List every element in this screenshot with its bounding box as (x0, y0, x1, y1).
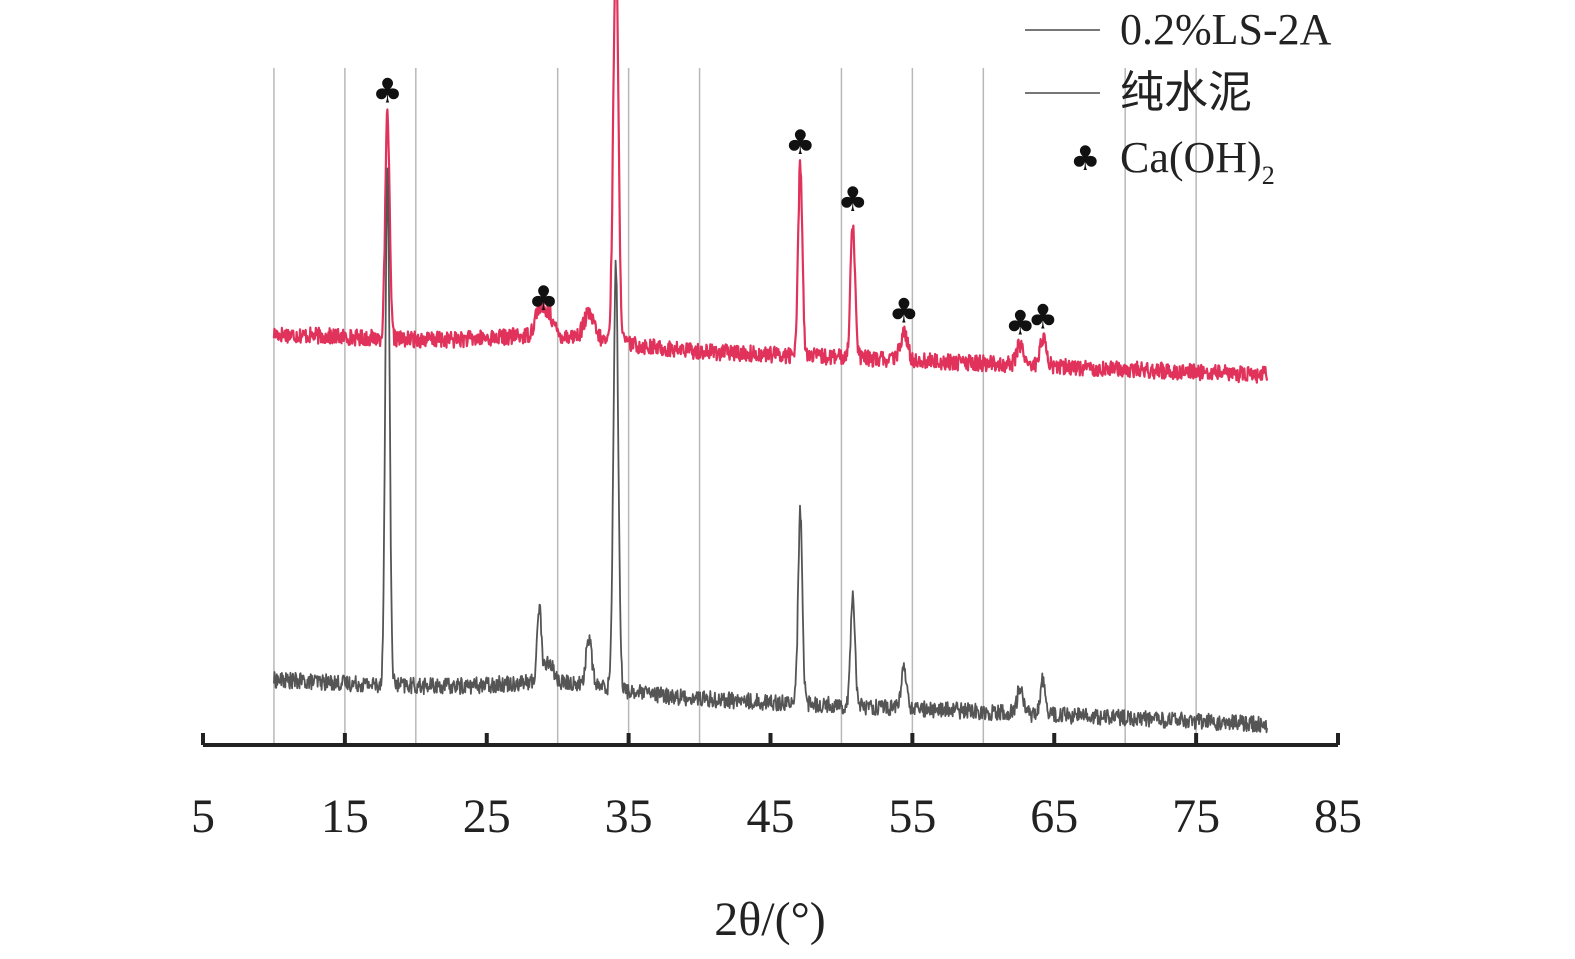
peak-annotations: ♣♣♣♣♣♣♣♣ (372, 72, 1058, 344)
x-tick-label-85: 85 (1314, 790, 1362, 843)
legend-label-2-main: Ca(OH) (1120, 133, 1262, 182)
legend-label-0: 0.2%LS-2A (1120, 5, 1332, 54)
x-tick-label-35: 35 (605, 790, 653, 843)
club-icon-4: ♣ (838, 180, 868, 220)
x-tick-label-75: 75 (1172, 790, 1220, 843)
series-line-0 (272, 0, 1269, 384)
vertical-gridlines (273, 68, 1197, 745)
legend-label-1: 纯水泥 (1120, 68, 1252, 117)
x-axis-ticks: 5 15 25 35 45 55 65 75 85 (191, 733, 1362, 843)
x-axis-title: 2θ/(°) (714, 893, 826, 946)
series-layer (272, 0, 1269, 734)
club-icon: ♣ (1070, 139, 1100, 179)
legend: 0.2%LS-2A 纯水泥 ♣ Ca(OH)2 (1025, 5, 1332, 190)
x-tick-label-45: 45 (747, 790, 795, 843)
x-tick-label-55: 55 (888, 790, 936, 843)
club-icon-3: ♣ (785, 123, 815, 163)
club-icon-1: ♣ (528, 279, 558, 319)
club-icon-7: ♣ (1028, 297, 1058, 337)
x-tick-label-5: 5 (191, 790, 215, 843)
club-icon-0: ♣ (372, 72, 402, 112)
x-tick-label-65: 65 (1030, 790, 1078, 843)
series-line-1 (273, 167, 1268, 734)
x-tick-label-15: 15 (321, 790, 369, 843)
club-icon-5: ♣ (889, 292, 919, 332)
x-tick-label-25: 25 (463, 790, 511, 843)
legend-label-2: Ca(OH)2 (1120, 133, 1275, 190)
legend-label-2-sub: 2 (1262, 161, 1275, 190)
club-icon-6: ♣ (1005, 303, 1035, 343)
